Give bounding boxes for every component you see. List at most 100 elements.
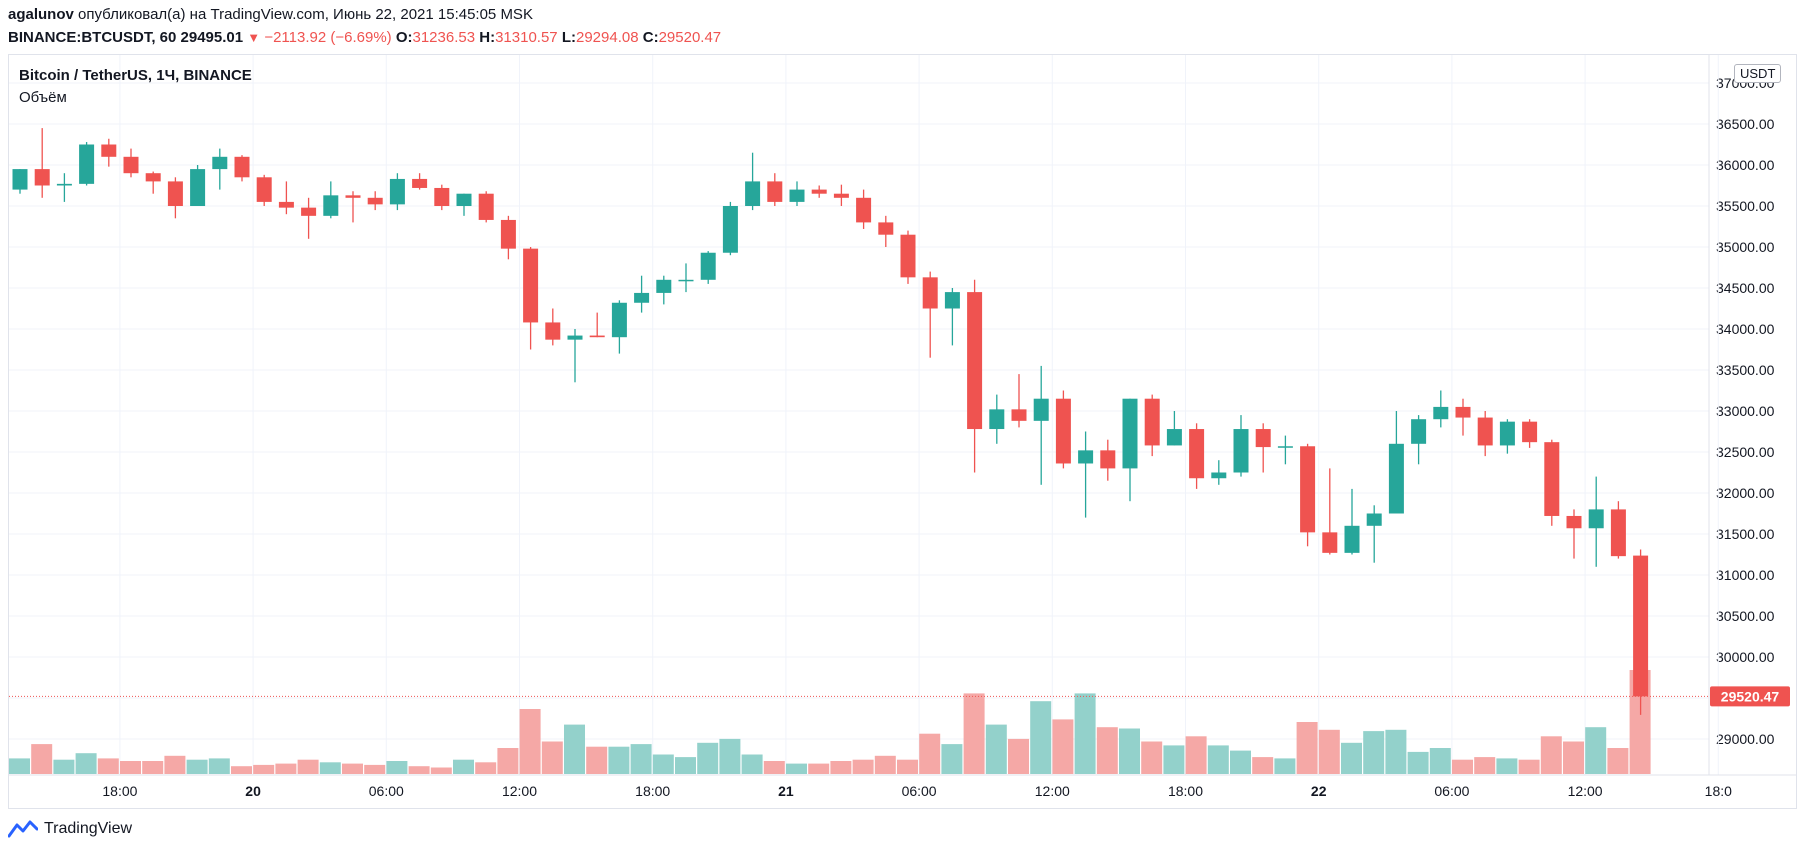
volume-bar	[342, 763, 363, 774]
volume-bar	[830, 761, 852, 774]
chart-legend-title[interactable]: Bitcoin / TetherUS, 1Ч, BINANCE	[19, 67, 252, 84]
candle-body	[79, 144, 95, 184]
candle-body	[167, 181, 183, 206]
candle-body	[1499, 421, 1515, 446]
volume-bar	[1318, 729, 1340, 774]
volume-bar	[1096, 727, 1118, 774]
tradingview-logo-icon	[8, 820, 38, 838]
candle-body	[611, 302, 627, 338]
y-tick-label: 33000.00	[1716, 403, 1775, 419]
volume-bar	[164, 755, 186, 774]
candle-body	[1566, 515, 1582, 529]
volume-bar	[763, 761, 785, 774]
volume-bar	[808, 763, 830, 774]
last-price-label: 29520.47	[1721, 688, 1780, 704]
volume-bar	[519, 709, 541, 774]
x-tick-label: 12:00	[502, 783, 537, 799]
volume-legend[interactable]: Объём	[19, 89, 67, 106]
volume-bar	[741, 754, 763, 774]
candle-body	[101, 144, 117, 157]
volume-bar	[1252, 757, 1274, 774]
candle-body	[1078, 450, 1094, 464]
chart-frame	[8, 54, 1797, 809]
candle-body	[967, 292, 983, 430]
close-value: 29520.47	[658, 29, 722, 46]
tradingview-logo[interactable]: TradingView	[8, 820, 132, 838]
candle-body	[545, 322, 561, 340]
volume-bar	[142, 761, 164, 774]
volume-bar	[1474, 757, 1496, 774]
candle-body	[789, 189, 805, 202]
candle-body	[1588, 509, 1604, 529]
volume-bar	[719, 738, 741, 774]
candle-body	[1522, 421, 1538, 443]
x-tick-label: 12:00	[1035, 783, 1070, 799]
y-tick-label: 32000.00	[1716, 485, 1775, 501]
candle-body	[1189, 429, 1205, 479]
y-tick-label: 30500.00	[1716, 608, 1775, 624]
candle-body	[412, 178, 428, 188]
volume-bar	[1074, 693, 1096, 774]
volume-bar	[697, 742, 719, 774]
currency-badge[interactable]: USDT	[1734, 64, 1782, 83]
volume-bar	[1030, 701, 1052, 774]
candle-body	[1477, 417, 1493, 446]
volume-bar	[297, 759, 319, 774]
candle-body	[1122, 398, 1138, 469]
candle-body	[1300, 446, 1316, 533]
volume-bar	[985, 724, 1007, 774]
candle-body	[1544, 442, 1560, 516]
candle-body	[1322, 532, 1338, 553]
low-label: L:	[561, 29, 576, 46]
candle-body	[567, 335, 583, 340]
y-tick-label: 35000.00	[1716, 239, 1775, 255]
volume-bar	[919, 733, 941, 774]
volume-bar	[97, 758, 119, 774]
candle-body	[500, 219, 516, 249]
candle-body	[367, 197, 383, 205]
volume-bar	[430, 767, 452, 774]
x-tick-label: 18:0	[1705, 783, 1732, 799]
volume-bar	[1518, 759, 1540, 774]
author-name[interactable]: agalunov	[8, 6, 74, 23]
volume-bar	[319, 762, 341, 774]
candle-body	[256, 177, 272, 202]
candle-body	[678, 279, 694, 282]
volume-bar	[1052, 719, 1074, 774]
x-tick-label: 18:00	[1168, 783, 1203, 799]
candle-body	[745, 181, 761, 206]
volume-bar	[1274, 758, 1296, 774]
candle-body	[1011, 409, 1027, 421]
volume-bar	[1008, 738, 1029, 774]
volume-bar	[120, 761, 141, 774]
candle-body	[1455, 406, 1471, 418]
high-value: 31310.57	[495, 29, 558, 46]
volume-bar	[31, 744, 53, 774]
down-triangle-icon: ▼	[247, 30, 261, 45]
volume-bar	[386, 761, 408, 774]
x-tick-label: 06:00	[369, 783, 404, 799]
y-tick-label: 34500.00	[1716, 280, 1775, 296]
candle-body	[389, 178, 405, 205]
candle-body	[145, 173, 161, 182]
volume-bar	[1607, 748, 1629, 774]
x-tick-label: 18:00	[635, 783, 670, 799]
volume-bar	[630, 744, 652, 774]
y-tick-label: 31000.00	[1716, 567, 1775, 583]
volume-bar	[75, 753, 97, 774]
volume-bar	[1407, 751, 1429, 774]
volume-bar	[608, 746, 630, 774]
y-tick-label: 36000.00	[1716, 157, 1775, 173]
candle-body	[1388, 443, 1404, 514]
volume-bar	[897, 759, 918, 774]
candle-body	[478, 193, 494, 220]
close-label: C:	[642, 29, 659, 46]
candle-body	[56, 183, 72, 186]
candle-body	[1100, 450, 1116, 469]
candle-body	[456, 193, 472, 206]
last-price-tag	[1710, 686, 1790, 707]
candle-body	[811, 189, 827, 194]
volume-bar	[586, 746, 608, 774]
candle-body	[1344, 525, 1360, 553]
